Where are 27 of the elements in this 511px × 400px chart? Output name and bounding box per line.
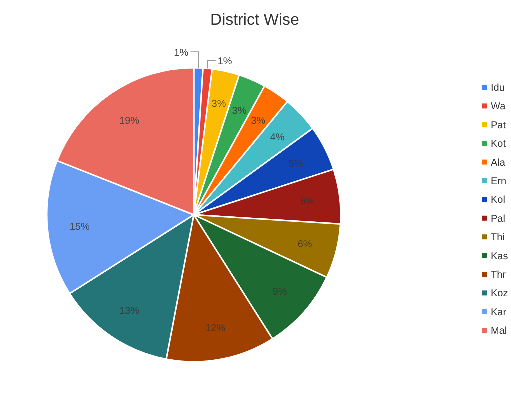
data-label: 5% [288,158,304,170]
data-label: 19% [120,116,140,128]
legend-label: Pal [491,214,506,225]
data-label: 15% [70,222,90,233]
legend-label: Ern [491,176,507,188]
legend-label: Kas [491,251,508,262]
data-label: 6% [298,240,312,251]
data-label: 3% [251,116,266,128]
legend-label: Ala [491,158,506,169]
data-label: 4% [270,132,285,144]
legend-label: Kar [491,307,508,318]
data-label: 12% [205,324,226,335]
legend-label: Thi [491,232,505,244]
data-label: 3% [232,106,247,117]
data-label: 1% [218,56,232,68]
legend-label: Kol [491,195,506,206]
legend-label: Kot [491,139,506,150]
data-label: 6% [300,196,316,208]
legend-label: Koz [491,288,508,300]
chart-title: District Wise [210,12,300,29]
data-label: 1% [174,48,189,60]
legend-label: Thr [491,270,507,281]
legend-label: Mal [491,326,508,338]
data-label: 3% [212,99,226,110]
legend-label: Wa [491,102,506,113]
legend-label: Idu [491,83,505,94]
legend-label: Pat [491,120,506,132]
